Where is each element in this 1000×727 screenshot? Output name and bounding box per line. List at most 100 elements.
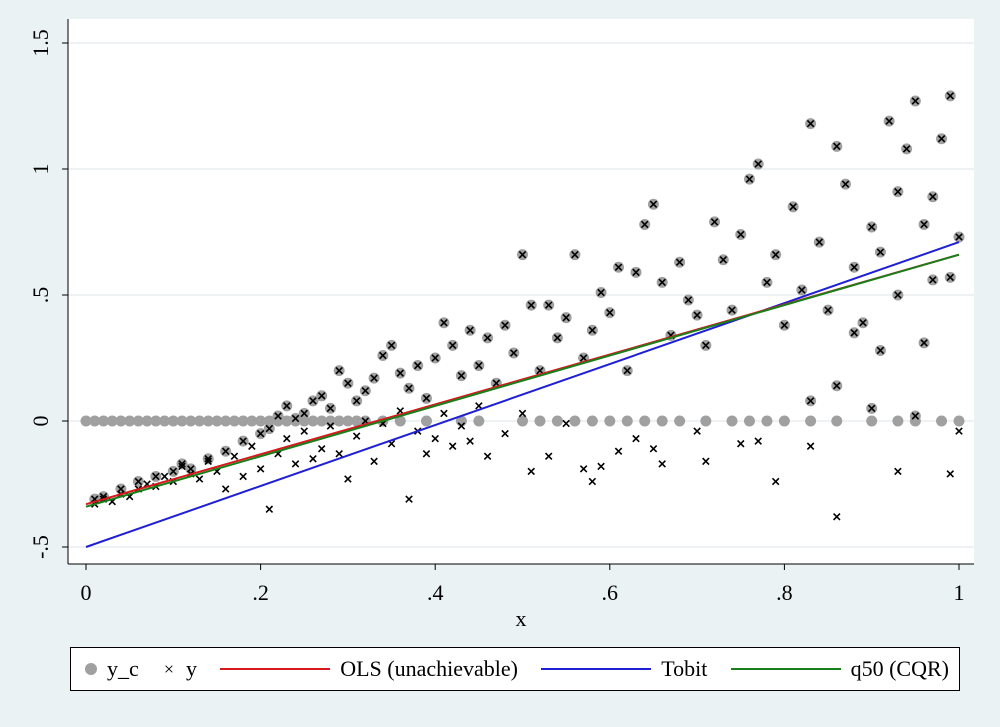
y-point bbox=[885, 117, 893, 125]
y-point bbox=[684, 296, 693, 304]
y-point bbox=[274, 412, 282, 420]
y-point bbox=[518, 250, 527, 259]
tobit-line bbox=[85, 241, 960, 548]
y-point bbox=[387, 341, 396, 350]
y-c-point bbox=[953, 415, 965, 427]
y-point bbox=[806, 119, 815, 128]
y-c-point bbox=[569, 415, 581, 427]
y-point bbox=[440, 409, 448, 418]
y-point bbox=[649, 200, 658, 209]
y-point bbox=[317, 444, 326, 453]
y-point bbox=[771, 250, 780, 259]
x-tick-label: .6 bbox=[602, 580, 619, 605]
legend: y_c × y OLS (unachievable) Tobit q50 (CQ… bbox=[70, 647, 960, 691]
y-point bbox=[317, 392, 326, 400]
y-point bbox=[614, 263, 623, 272]
y-point bbox=[361, 386, 370, 395]
y-c-point bbox=[333, 415, 345, 427]
y-point bbox=[579, 465, 588, 473]
y-point bbox=[221, 447, 230, 456]
y-point bbox=[501, 321, 509, 330]
y-c-point bbox=[866, 415, 878, 427]
y-point bbox=[256, 429, 265, 438]
y-point bbox=[335, 366, 343, 375]
y-point bbox=[283, 434, 291, 443]
y-point bbox=[806, 397, 815, 405]
y-point bbox=[859, 318, 867, 327]
y-point bbox=[693, 311, 701, 319]
y-c-point bbox=[228, 415, 240, 427]
y-c-point bbox=[517, 415, 528, 427]
y-point bbox=[544, 301, 553, 309]
y-point bbox=[946, 470, 955, 478]
legend-label-tobit: Tobit bbox=[661, 656, 708, 681]
y-c-point bbox=[420, 415, 432, 427]
y-point bbox=[221, 485, 230, 493]
legend-item-ols: OLS (unachievable) bbox=[220, 656, 518, 682]
y-c-point bbox=[176, 415, 188, 427]
y-c-point bbox=[351, 415, 363, 427]
y-point bbox=[640, 220, 649, 229]
legend-label-ols: OLS (unachievable) bbox=[340, 656, 518, 681]
y-point bbox=[937, 134, 946, 143]
y-point bbox=[475, 361, 483, 370]
y-point bbox=[911, 97, 920, 105]
y-c-point bbox=[159, 415, 171, 427]
y-c-point bbox=[534, 415, 546, 427]
y-point bbox=[204, 455, 212, 463]
q50-line bbox=[85, 253, 960, 508]
y-point bbox=[527, 301, 535, 309]
y-point bbox=[702, 341, 710, 350]
y-point bbox=[719, 255, 728, 264]
y-point bbox=[780, 321, 789, 330]
y-c-point bbox=[97, 415, 109, 427]
y-point bbox=[894, 467, 902, 476]
y-point bbox=[431, 354, 439, 362]
y-point bbox=[771, 477, 780, 486]
y-point bbox=[946, 92, 955, 100]
y-point bbox=[536, 366, 544, 375]
axes-layer: -.5 0 .5 1 1.5 0 .2 .4 .6 .8 1 bbox=[28, 19, 974, 605]
legend-label-y-c: y_c bbox=[107, 656, 139, 681]
y-c-point bbox=[473, 415, 485, 427]
y-c-point bbox=[586, 415, 598, 427]
y-c-point bbox=[167, 415, 179, 427]
y-point bbox=[789, 203, 797, 211]
y-point bbox=[902, 145, 911, 153]
y-point bbox=[483, 334, 492, 342]
y-point bbox=[405, 384, 413, 393]
y-point bbox=[745, 175, 754, 183]
y-c-point bbox=[743, 415, 755, 427]
plot-area bbox=[68, 19, 974, 564]
y-point bbox=[370, 374, 378, 382]
y-c-point bbox=[141, 415, 153, 427]
y-point bbox=[632, 268, 640, 277]
y-point bbox=[483, 452, 492, 461]
y-point bbox=[658, 460, 666, 468]
x-tick-label: .2 bbox=[252, 580, 269, 605]
legend-item-y: × y bbox=[162, 656, 197, 682]
y-point bbox=[841, 180, 850, 188]
y-point bbox=[518, 409, 527, 418]
y-c-point bbox=[342, 415, 354, 427]
y-c-point bbox=[700, 415, 712, 427]
y-point bbox=[588, 477, 597, 486]
y-point bbox=[929, 276, 937, 284]
y-c-point bbox=[150, 415, 162, 427]
y-c-point bbox=[621, 415, 633, 427]
y-point bbox=[754, 160, 762, 168]
y-c-point bbox=[316, 415, 328, 427]
y-point bbox=[178, 462, 186, 471]
y-c-point bbox=[263, 415, 275, 427]
y-point bbox=[134, 477, 143, 486]
y-c-point bbox=[674, 415, 686, 427]
y-point bbox=[501, 429, 509, 438]
y-point bbox=[658, 278, 666, 287]
legend-label-q50: q50 (CQR) bbox=[850, 656, 949, 681]
y-point bbox=[833, 142, 841, 151]
y-point bbox=[754, 437, 762, 445]
y-c-point bbox=[726, 415, 738, 427]
y-point bbox=[920, 220, 928, 229]
y-c-point bbox=[132, 415, 144, 427]
